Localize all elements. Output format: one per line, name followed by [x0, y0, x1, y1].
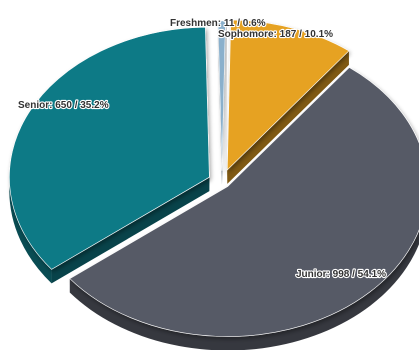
slice-top-layer	[9, 19, 419, 337]
slice-senior-wall-start	[51, 177, 210, 284]
slice-label-layer: Freshmen: 11 / 0.6%Sophomore: 187 / 10.1…	[17, 17, 387, 281]
slice-senior-side	[9, 177, 52, 284]
slice-label-freshmen: Freshmen: 11 / 0.6%	[170, 18, 266, 29]
slice-sophomore-wall-end	[227, 50, 349, 184]
slice-freshmen[interactable]	[217, 20, 226, 171]
slice-label-senior: Senior: 650 / 35.2%	[18, 100, 109, 111]
slice-junior[interactable]	[69, 67, 419, 337]
slice-senior[interactable]	[9, 26, 210, 270]
slice-label-junior: Junior: 998 / 54.1%	[296, 269, 386, 280]
slice-label-sophomore: Sophomore: 187 / 10.1%	[218, 29, 333, 40]
slice-junior-side	[69, 230, 419, 350]
slice-sophomore[interactable]	[226, 19, 350, 171]
